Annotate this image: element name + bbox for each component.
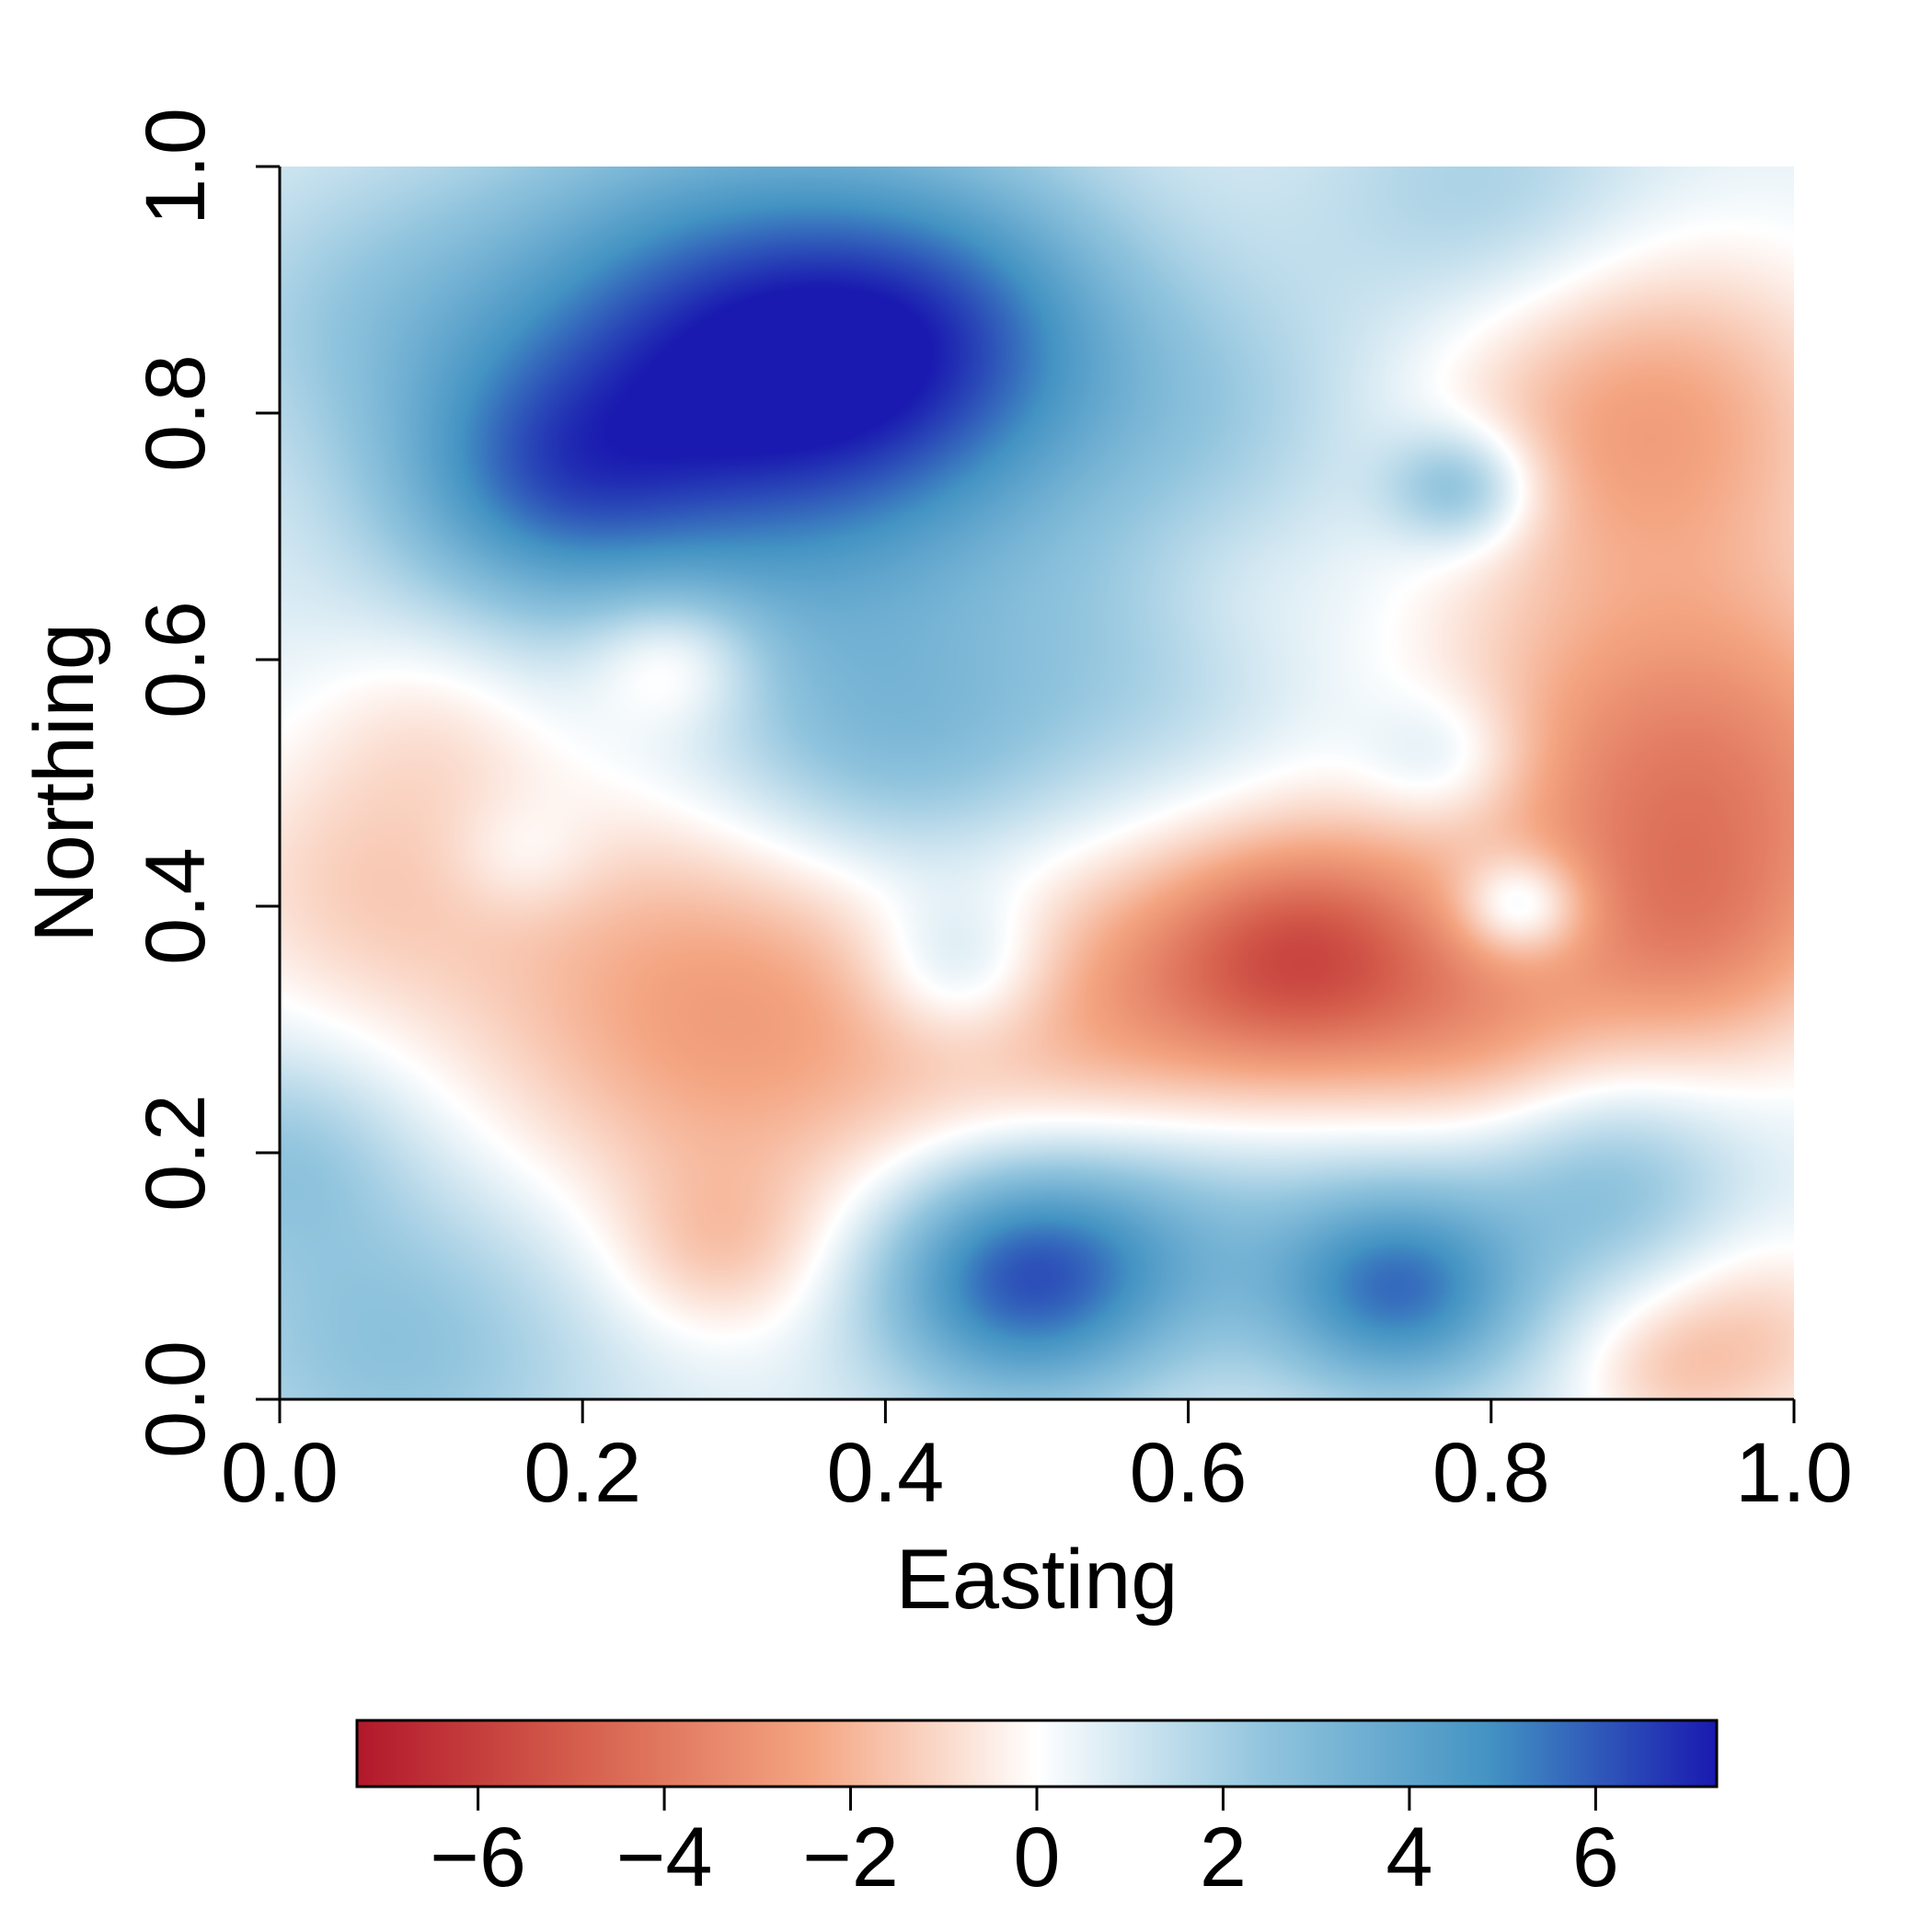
colorbar-tick-label: 6 xyxy=(1572,1811,1619,1904)
y-tick-label: 0.8 xyxy=(129,354,223,472)
x-tick-label: 0.2 xyxy=(523,1426,641,1520)
y-tick-label: 0.2 xyxy=(129,1094,223,1212)
colorbar-tick-label: 0 xyxy=(1013,1811,1060,1904)
colorbar-gradient xyxy=(357,1720,1717,1787)
axes xyxy=(278,167,1794,1401)
x-ticks: 0.0 0.2 0.4 0.6 0.8 1.0 xyxy=(221,1399,1853,1520)
colorbar-tick-label: 2 xyxy=(1200,1811,1247,1904)
y-tick-label: 0.4 xyxy=(129,847,223,965)
colorbar-tick-label: −4 xyxy=(616,1811,713,1904)
x-tick-label: 0.4 xyxy=(826,1426,944,1520)
colorbar-tick-label: −2 xyxy=(802,1811,899,1904)
colorbar-frame xyxy=(355,1719,1719,1788)
x-tick-label: 0.8 xyxy=(1432,1426,1550,1520)
colorbar-tick-label: −6 xyxy=(430,1811,526,1904)
y-tick-label: 1.0 xyxy=(129,108,223,225)
x-axis-label: Easting xyxy=(896,1533,1179,1627)
colorbar-ticks: −6 −4 −2 0 2 4 6 xyxy=(430,1787,1619,1904)
x-tick-label: 0.0 xyxy=(221,1426,339,1520)
y-tick-label: 0.6 xyxy=(129,601,223,719)
y-tick-label: 0.0 xyxy=(129,1340,223,1458)
heatmap-field xyxy=(280,167,1794,1399)
colorbar-tick-label: 4 xyxy=(1386,1811,1432,1904)
x-tick-label: 1.0 xyxy=(1735,1426,1853,1520)
y-ticks: 0.0 0.2 0.4 0.6 0.8 1.0 xyxy=(129,108,280,1458)
y-axis-label: Northing xyxy=(17,623,111,943)
x-tick-label: 0.6 xyxy=(1130,1426,1248,1520)
